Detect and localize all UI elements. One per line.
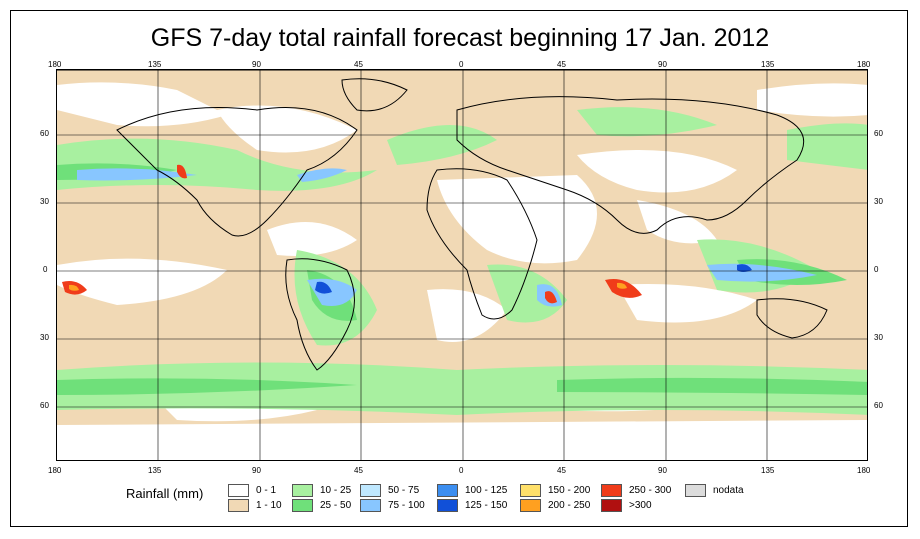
legend-label: 50 - 75 xyxy=(388,485,420,496)
lon-tick-bottom: 135 xyxy=(761,466,775,475)
legend-swatch xyxy=(685,484,706,497)
legend-label: nodata xyxy=(713,485,744,496)
legend-swatch xyxy=(601,499,622,512)
lon-tick-bottom: 180 xyxy=(48,466,62,475)
very-heavy-rain-regions xyxy=(315,264,752,294)
lon-tick-bottom: 135 xyxy=(148,466,162,475)
legend-swatch xyxy=(228,484,249,497)
legend-label: 25 - 50 xyxy=(320,500,352,511)
legend-label: 1 - 10 xyxy=(256,500,282,511)
legend-label: 100 - 125 xyxy=(465,485,508,496)
lon-tick-top: 45 xyxy=(557,60,566,69)
lon-tick-top: 90 xyxy=(658,60,667,69)
lon-tick-top: 180 xyxy=(48,60,62,69)
legend-swatch xyxy=(292,499,313,512)
lon-tick-top: 180 xyxy=(857,60,871,69)
legend-swatch xyxy=(601,484,622,497)
lon-tick-bottom: 45 xyxy=(557,466,566,475)
lat-tick-right: 0 xyxy=(874,265,879,274)
legend-label: 75 - 100 xyxy=(388,500,425,511)
lat-tick-left: 0 xyxy=(43,265,48,274)
lat-tick-right: 60 xyxy=(874,129,883,138)
lat-tick-left: 30 xyxy=(40,197,49,206)
lon-tick-top: 45 xyxy=(354,60,363,69)
legend-swatch xyxy=(437,484,458,497)
legend-swatch xyxy=(520,484,541,497)
legend-label: 250 - 300 xyxy=(629,485,672,496)
legend-swatch xyxy=(292,484,313,497)
legend-label: 150 - 200 xyxy=(548,485,591,496)
legend-label: 10 - 25 xyxy=(320,485,352,496)
lon-tick-bottom: 0 xyxy=(459,466,464,475)
lon-tick-top: 135 xyxy=(761,60,775,69)
legend-swatch xyxy=(228,499,249,512)
lon-tick-bottom: 90 xyxy=(252,466,261,475)
lat-tick-left: 30 xyxy=(40,333,49,342)
legend-swatch xyxy=(360,499,381,512)
figure-frame xyxy=(10,10,908,527)
lon-tick-top: 0 xyxy=(459,60,464,69)
legend-title: Rainfall (mm) xyxy=(126,486,204,501)
lat-tick-right: 30 xyxy=(874,197,883,206)
legend-swatch xyxy=(520,499,541,512)
lon-tick-top: 90 xyxy=(252,60,261,69)
legend-swatch xyxy=(360,484,381,497)
legend-label: 0 - 1 xyxy=(256,485,277,496)
orange-rain-regions xyxy=(69,282,627,291)
coastlines xyxy=(57,70,867,371)
rainfall-map-svg xyxy=(57,70,867,460)
legend-label: 125 - 150 xyxy=(465,500,508,511)
rainfall-map xyxy=(56,69,868,461)
lon-tick-bottom: 45 xyxy=(354,466,363,475)
map-title: GFS 7-day total rainfall forecast beginn… xyxy=(150,24,770,52)
legend-label: >300 xyxy=(629,500,652,511)
legend-swatch xyxy=(437,499,458,512)
lon-tick-top: 135 xyxy=(148,60,162,69)
lat-tick-left: 60 xyxy=(40,129,49,138)
lon-tick-bottom: 180 xyxy=(857,466,871,475)
legend-label: 200 - 250 xyxy=(548,500,591,511)
lat-tick-left: 60 xyxy=(40,401,49,410)
lat-tick-right: 60 xyxy=(874,401,883,410)
lon-tick-bottom: 90 xyxy=(658,466,667,475)
graticule xyxy=(57,70,867,460)
lat-tick-right: 30 xyxy=(874,333,883,342)
